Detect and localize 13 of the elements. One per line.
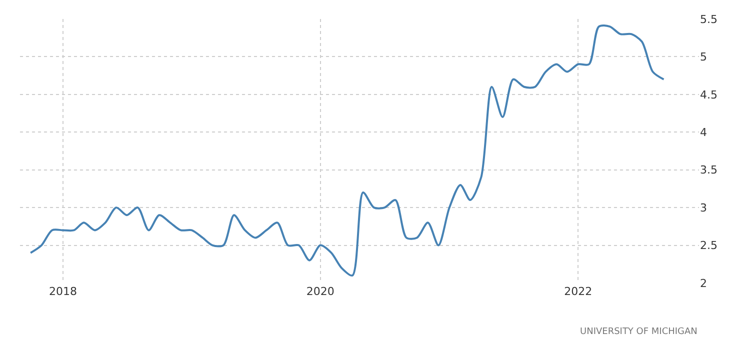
y-tick-label: 5.5 — [700, 12, 718, 26]
x-tick-label: 2020 — [306, 285, 334, 298]
y-tick-label: 2 — [700, 276, 707, 290]
y-tick-label: 4 — [700, 126, 707, 139]
line-series — [30, 24, 665, 276]
x-tick-label: 2022 — [564, 285, 592, 298]
y-tick-label: 4.5 — [700, 88, 718, 102]
y-tick-label: 3 — [700, 201, 707, 214]
y-tick-label: 5 — [700, 50, 707, 64]
x-tick-label: 2018 — [49, 285, 78, 298]
y-tick-label: 2.5 — [700, 239, 718, 252]
text: UNIVERSITY OF MICHIGAN — [580, 327, 698, 337]
y-tick-label: 3.5 — [700, 164, 718, 177]
